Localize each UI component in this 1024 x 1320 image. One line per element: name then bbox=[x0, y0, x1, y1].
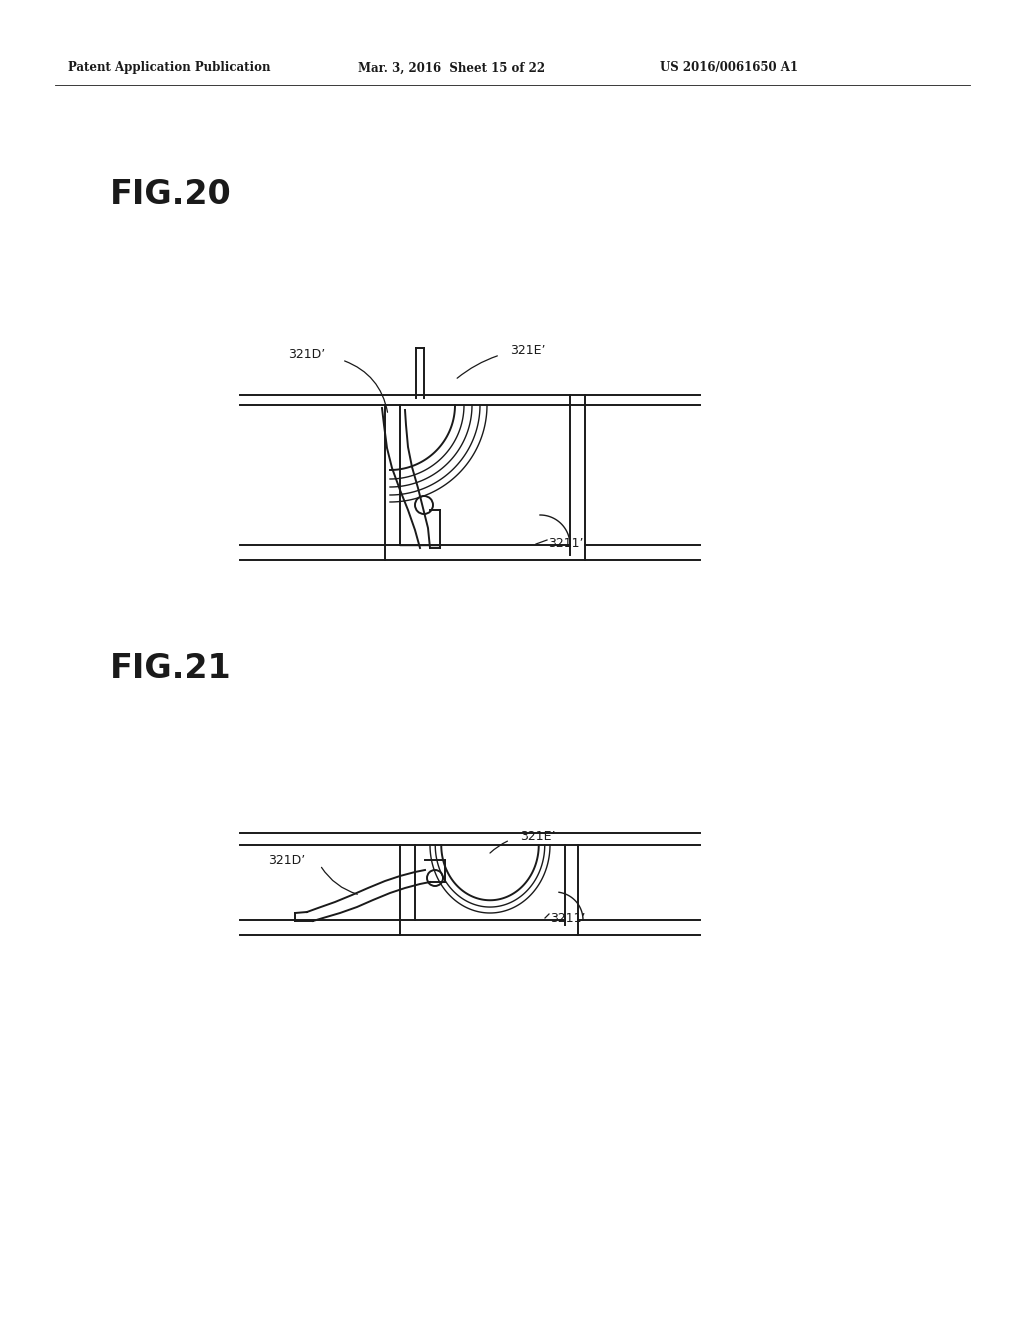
Text: FIG.20: FIG.20 bbox=[110, 178, 231, 211]
Text: Mar. 3, 2016  Sheet 15 of 22: Mar. 3, 2016 Sheet 15 of 22 bbox=[358, 62, 545, 74]
Text: 3211’: 3211’ bbox=[548, 537, 584, 550]
Text: 321E’: 321E’ bbox=[510, 343, 546, 356]
Text: 321D’: 321D’ bbox=[267, 854, 305, 866]
Text: Patent Application Publication: Patent Application Publication bbox=[68, 62, 270, 74]
Text: US 2016/0061650 A1: US 2016/0061650 A1 bbox=[660, 62, 798, 74]
Text: 321D’: 321D’ bbox=[288, 348, 325, 362]
Text: 321E’: 321E’ bbox=[520, 829, 555, 842]
Text: FIG.21: FIG.21 bbox=[110, 652, 231, 685]
Text: 3211’: 3211’ bbox=[550, 912, 586, 925]
